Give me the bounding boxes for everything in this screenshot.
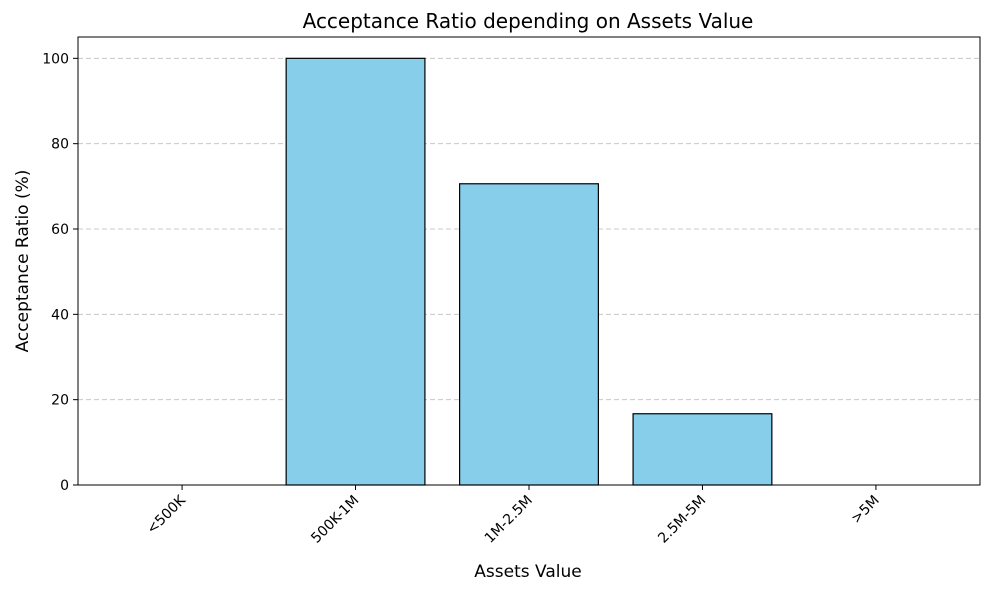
- y-tick-label: 80: [51, 137, 69, 153]
- y-tick-label: 100: [42, 51, 69, 67]
- x-tick-label: 500K-1M: [308, 493, 362, 547]
- y-axis-ticks: 0 20 40 60 80 100: [42, 51, 78, 494]
- bar: [459, 183, 599, 486]
- x-tick-label: >5M: [848, 493, 882, 527]
- y-tick-label: 20: [51, 393, 69, 409]
- x-axis-title: Assets Value: [474, 562, 581, 582]
- chart-title: Acceptance Ratio depending on Assets Val…: [303, 9, 754, 33]
- y-tick-label: 40: [51, 307, 69, 323]
- bar: [632, 413, 773, 486]
- y-tick-label: 60: [51, 222, 69, 238]
- x-tick-label: 1M-2.5M: [482, 493, 536, 547]
- bar: [285, 57, 426, 486]
- y-axis-title: Acceptance Ratio (%): [13, 170, 33, 353]
- x-axis-ticks: <500K 500K-1M 1M-2.5M 2.5M-5M >5M: [144, 485, 883, 547]
- x-tick-label: <500K: [144, 492, 190, 538]
- bars: [285, 57, 773, 486]
- y-tick-label: 0: [60, 478, 69, 494]
- x-tick-label: 2.5M-5M: [655, 493, 709, 547]
